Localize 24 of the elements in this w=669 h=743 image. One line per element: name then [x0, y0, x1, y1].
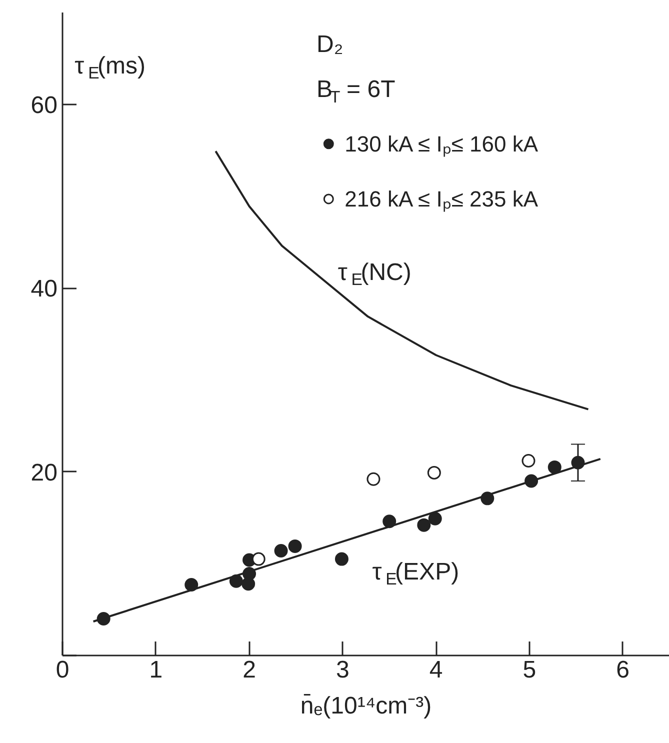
x-tick-label: 2	[242, 656, 256, 684]
legend-label: 130 kA ≤ Iₚ≤ 160 kA	[344, 131, 538, 158]
point	[548, 460, 562, 474]
annotation: D₂	[316, 31, 344, 58]
x-tick-label: 0	[56, 656, 70, 684]
point	[417, 518, 431, 532]
y-tick-label: 20	[30, 459, 58, 486]
point	[252, 552, 266, 566]
point	[427, 466, 441, 480]
x-axis-title: n̄ₑ(10¹⁴cm⁻³)	[300, 692, 432, 720]
x-tick-label: 4	[429, 656, 443, 684]
x-tick-label: 6	[616, 656, 630, 684]
point	[522, 454, 536, 468]
y-tick-label: 60	[30, 92, 58, 119]
point	[366, 472, 380, 486]
x-tick-label: 1	[149, 656, 163, 684]
y-tick-label: 40	[30, 276, 58, 303]
x-tick-label: 3	[336, 656, 350, 684]
point	[428, 512, 442, 526]
point	[334, 552, 348, 566]
point	[274, 544, 288, 558]
point	[288, 539, 302, 553]
x-tick-label: 5	[522, 656, 536, 684]
legend-label: 216 kA ≤ Iₚ≤ 235 kA	[344, 186, 538, 212]
